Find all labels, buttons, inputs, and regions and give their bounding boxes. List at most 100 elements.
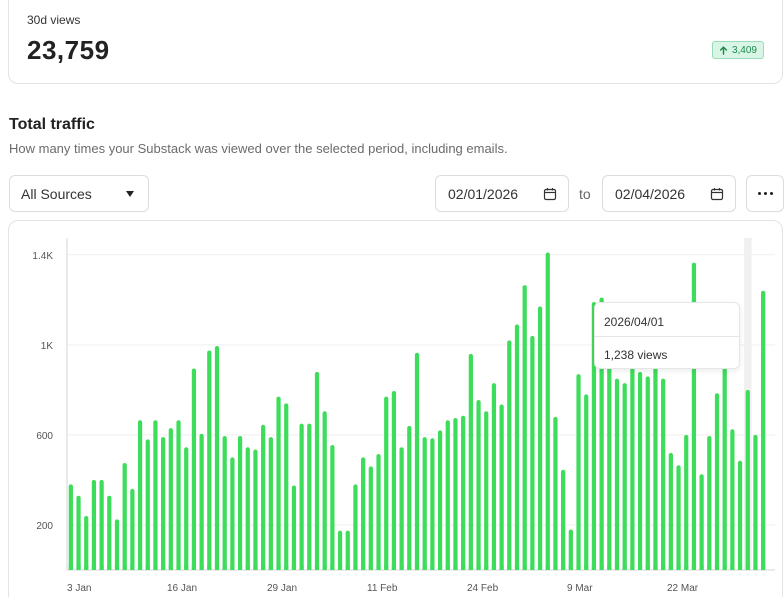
more-horizontal-icon-dot xyxy=(769,192,773,195)
calendar-icon[interactable] xyxy=(543,187,557,201)
bar-base xyxy=(276,565,281,570)
bar-base xyxy=(268,565,273,570)
bar-base xyxy=(607,565,612,570)
bar-base xyxy=(284,565,289,570)
views-delta-value: 3,409 xyxy=(731,44,757,56)
source-dropdown[interactable]: All Sources xyxy=(9,175,149,212)
traffic-bar-chart[interactable]: 200 600 1K 1.4K 3 Jan 16 Jan 29 Jan 11 Feb 24 Fe… xyxy=(9,221,783,597)
bar-base xyxy=(753,565,758,570)
bar xyxy=(507,340,512,570)
bar-base xyxy=(345,565,350,570)
bar xyxy=(499,404,504,570)
bar xyxy=(191,368,197,570)
bar-base xyxy=(384,565,389,570)
bar xyxy=(522,285,527,570)
bar xyxy=(630,347,635,570)
bar-base xyxy=(484,565,489,570)
bar-base xyxy=(691,565,697,570)
bar-base xyxy=(537,565,543,570)
bar xyxy=(722,353,727,570)
bar-base xyxy=(237,565,243,570)
bar-base xyxy=(737,565,743,570)
bar-base xyxy=(430,565,435,570)
bar xyxy=(614,378,620,570)
bar xyxy=(299,423,304,570)
bar xyxy=(245,447,250,570)
bar-base xyxy=(137,565,143,570)
y-tick-label: 1.4K xyxy=(32,251,53,262)
bar-base xyxy=(453,565,458,570)
bar xyxy=(153,420,158,570)
bar xyxy=(199,433,204,570)
bar-base xyxy=(545,565,550,570)
bar-base xyxy=(314,565,320,570)
bar-base xyxy=(584,565,589,570)
bar-base xyxy=(122,565,127,570)
bar xyxy=(68,484,73,570)
bar xyxy=(114,519,120,570)
bar xyxy=(307,423,312,570)
bar xyxy=(553,416,558,570)
bar-base xyxy=(168,565,173,570)
bar-base xyxy=(645,565,650,570)
bar-base xyxy=(76,565,81,570)
bar-base xyxy=(576,565,581,570)
tooltip-divider xyxy=(595,336,739,337)
bar-base xyxy=(661,565,666,570)
bar-base xyxy=(745,565,750,570)
bar-base xyxy=(684,565,689,570)
bar-base xyxy=(553,565,558,570)
bar-base xyxy=(461,565,466,570)
bar-base xyxy=(468,565,473,570)
bar-base xyxy=(514,565,520,570)
bar xyxy=(145,439,150,570)
bar xyxy=(461,415,466,570)
more-options-button[interactable] xyxy=(746,175,784,212)
bar-base xyxy=(561,565,566,570)
bar xyxy=(537,306,543,570)
bar-base xyxy=(145,565,150,570)
bar-base xyxy=(622,565,627,570)
bar xyxy=(437,430,443,570)
bar xyxy=(622,383,627,570)
bar xyxy=(584,394,589,570)
bar-base xyxy=(184,565,189,570)
bar xyxy=(699,474,704,570)
bar xyxy=(637,371,643,570)
bar-base xyxy=(376,565,381,570)
bar xyxy=(407,425,412,570)
bar xyxy=(345,530,350,570)
y-tick-label: 1K xyxy=(41,341,54,352)
bar-base xyxy=(761,565,766,570)
bar-base xyxy=(699,565,704,570)
bar-base xyxy=(522,565,527,570)
bar-base xyxy=(191,565,197,570)
bar xyxy=(276,396,281,570)
bar xyxy=(514,324,520,570)
arrow-up-icon xyxy=(719,45,728,55)
bar xyxy=(291,485,297,570)
bar-base xyxy=(407,565,412,570)
bar xyxy=(161,437,166,570)
bar xyxy=(561,469,566,570)
bar-base xyxy=(230,565,235,570)
bar xyxy=(761,290,766,570)
bar-base xyxy=(291,565,297,570)
bar-base xyxy=(207,565,212,570)
bar-base xyxy=(107,565,112,570)
calendar-icon[interactable] xyxy=(710,187,724,201)
bar xyxy=(453,418,458,570)
end-date-input[interactable]: 02/04/2026 xyxy=(602,175,736,212)
bar xyxy=(391,390,397,570)
bar-base xyxy=(245,565,250,570)
bar xyxy=(314,371,320,570)
bar-base xyxy=(161,565,166,570)
start-date-input[interactable]: 02/01/2026 xyxy=(435,175,569,212)
bar xyxy=(430,438,435,570)
bar xyxy=(591,302,597,570)
source-dropdown-value: All Sources xyxy=(21,185,92,202)
bar xyxy=(545,252,550,571)
bar xyxy=(76,495,81,570)
bar-base xyxy=(591,565,597,570)
total-traffic-title: Total traffic xyxy=(9,116,95,133)
